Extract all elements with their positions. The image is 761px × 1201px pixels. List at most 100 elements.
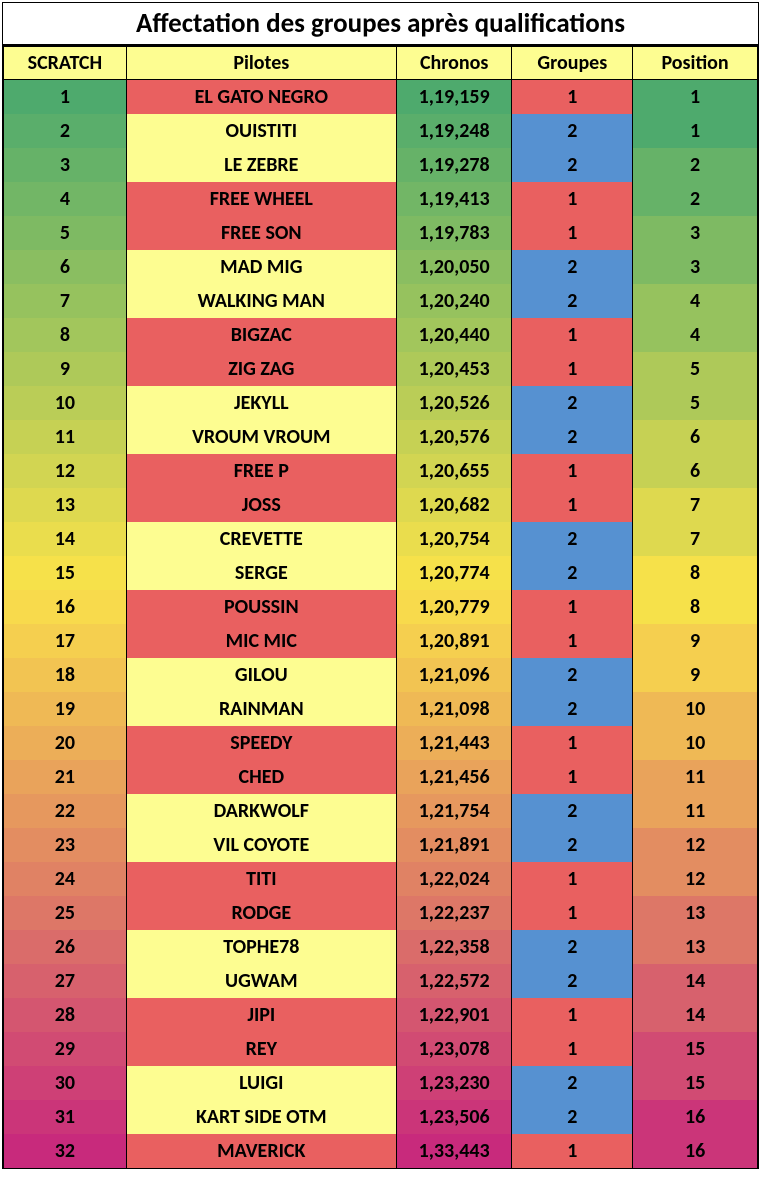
cell-pilote: JOSS <box>126 488 396 522</box>
cell-chrono: 1,19,783 <box>396 216 512 250</box>
table-row: 23VIL COYOTE1,21,891212 <box>4 828 758 862</box>
cell-position: 13 <box>633 930 758 964</box>
cell-position: 9 <box>633 658 758 692</box>
cell-chrono: 1,20,440 <box>396 318 512 352</box>
table-row: 4FREE WHEEL1,19,41312 <box>4 182 758 216</box>
table-row: 20SPEEDY1,21,443110 <box>4 726 758 760</box>
cell-chrono: 1,22,572 <box>396 964 512 998</box>
table-row: 14CREVETTE1,20,75427 <box>4 522 758 556</box>
cell-chrono: 1,20,682 <box>396 488 512 522</box>
cell-pilote: GILOU <box>126 658 396 692</box>
cell-pilote: FREE P <box>126 454 396 488</box>
cell-pilote: MAD MIG <box>126 250 396 284</box>
cell-groupe: 1 <box>512 1032 633 1066</box>
cell-chrono: 1,19,159 <box>396 80 512 114</box>
table-row: 9ZIG ZAG1,20,45315 <box>4 352 758 386</box>
cell-position: 5 <box>633 386 758 420</box>
cell-pilote: VROUM VROUM <box>126 420 396 454</box>
cell-groupe: 2 <box>512 284 633 318</box>
cell-scratch: 12 <box>4 454 127 488</box>
table-row: 19RAINMAN1,21,098210 <box>4 692 758 726</box>
cell-position: 9 <box>633 624 758 658</box>
cell-groupe: 1 <box>512 726 633 760</box>
cell-groupe: 2 <box>512 114 633 148</box>
cell-scratch: 4 <box>4 182 127 216</box>
cell-groupe: 2 <box>512 964 633 998</box>
cell-position: 4 <box>633 318 758 352</box>
cell-chrono: 1,21,098 <box>396 692 512 726</box>
table-row: 7WALKING MAN1,20,24024 <box>4 284 758 318</box>
table-row: 22DARKWOLF1,21,754211 <box>4 794 758 828</box>
cell-chrono: 1,20,754 <box>396 522 512 556</box>
cell-position: 5 <box>633 352 758 386</box>
cell-scratch: 11 <box>4 420 127 454</box>
cell-scratch: 6 <box>4 250 127 284</box>
table-row: 24TITI1,22,024112 <box>4 862 758 896</box>
cell-scratch: 24 <box>4 862 127 896</box>
cell-position: 12 <box>633 828 758 862</box>
cell-pilote: VIL COYOTE <box>126 828 396 862</box>
col-header-scratch: SCRATCH <box>4 47 127 80</box>
table-row: 21CHED1,21,456111 <box>4 760 758 794</box>
cell-pilote: KART SIDE OTM <box>126 1100 396 1134</box>
cell-chrono: 1,22,024 <box>396 862 512 896</box>
cell-groupe: 1 <box>512 216 633 250</box>
cell-position: 2 <box>633 182 758 216</box>
cell-chrono: 1,19,278 <box>396 148 512 182</box>
cell-scratch: 14 <box>4 522 127 556</box>
cell-scratch: 7 <box>4 284 127 318</box>
table-row: 2OUISTITI1,19,24821 <box>4 114 758 148</box>
table-row: 3LE ZEBRE1,19,27822 <box>4 148 758 182</box>
cell-scratch: 13 <box>4 488 127 522</box>
cell-groupe: 1 <box>512 80 633 114</box>
cell-pilote: MIC MIC <box>126 624 396 658</box>
cell-pilote: LUIGI <box>126 1066 396 1100</box>
cell-scratch: 32 <box>4 1134 127 1168</box>
cell-pilote: EL GATO NEGRO <box>126 80 396 114</box>
cell-pilote: DARKWOLF <box>126 794 396 828</box>
table-body: 1EL GATO NEGRO1,19,159112OUISTITI1,19,24… <box>4 80 758 1168</box>
table-row: 12FREE P1,20,65516 <box>4 454 758 488</box>
cell-chrono: 1,21,754 <box>396 794 512 828</box>
cell-position: 16 <box>633 1134 758 1168</box>
cell-chrono: 1,22,901 <box>396 998 512 1032</box>
cell-scratch: 1 <box>4 80 127 114</box>
cell-pilote: BIGZAC <box>126 318 396 352</box>
cell-position: 4 <box>633 284 758 318</box>
cell-pilote: CHED <box>126 760 396 794</box>
cell-scratch: 23 <box>4 828 127 862</box>
cell-chrono: 1,20,526 <box>396 386 512 420</box>
table-row: 6MAD MIG1,20,05023 <box>4 250 758 284</box>
cell-groupe: 1 <box>512 352 633 386</box>
cell-scratch: 28 <box>4 998 127 1032</box>
cell-scratch: 3 <box>4 148 127 182</box>
cell-chrono: 1,21,891 <box>396 828 512 862</box>
cell-chrono: 1,21,096 <box>396 658 512 692</box>
cell-groupe: 2 <box>512 930 633 964</box>
cell-pilote: MAVERICK <box>126 1134 396 1168</box>
cell-position: 15 <box>633 1066 758 1100</box>
cell-groupe: 2 <box>512 250 633 284</box>
cell-position: 10 <box>633 692 758 726</box>
table-row: 26TOPHE781,22,358213 <box>4 930 758 964</box>
cell-chrono: 1,20,779 <box>396 590 512 624</box>
table-row: 15SERGE1,20,77428 <box>4 556 758 590</box>
cell-groupe: 1 <box>512 896 633 930</box>
cell-pilote: FREE WHEEL <box>126 182 396 216</box>
cell-groupe: 1 <box>512 182 633 216</box>
cell-scratch: 21 <box>4 760 127 794</box>
cell-groupe: 2 <box>512 692 633 726</box>
table-row: 16POUSSIN1,20,77918 <box>4 590 758 624</box>
cell-pilote: TITI <box>126 862 396 896</box>
cell-scratch: 27 <box>4 964 127 998</box>
cell-scratch: 15 <box>4 556 127 590</box>
table-row: 32MAVERICK1,33,443116 <box>4 1134 758 1168</box>
cell-groupe: 2 <box>512 1100 633 1134</box>
table-row: 13JOSS1,20,68217 <box>4 488 758 522</box>
cell-scratch: 17 <box>4 624 127 658</box>
cell-scratch: 5 <box>4 216 127 250</box>
cell-position: 10 <box>633 726 758 760</box>
cell-chrono: 1,20,240 <box>396 284 512 318</box>
results-container: Affectation des groupes après qualificat… <box>2 2 759 1169</box>
cell-chrono: 1,19,248 <box>396 114 512 148</box>
